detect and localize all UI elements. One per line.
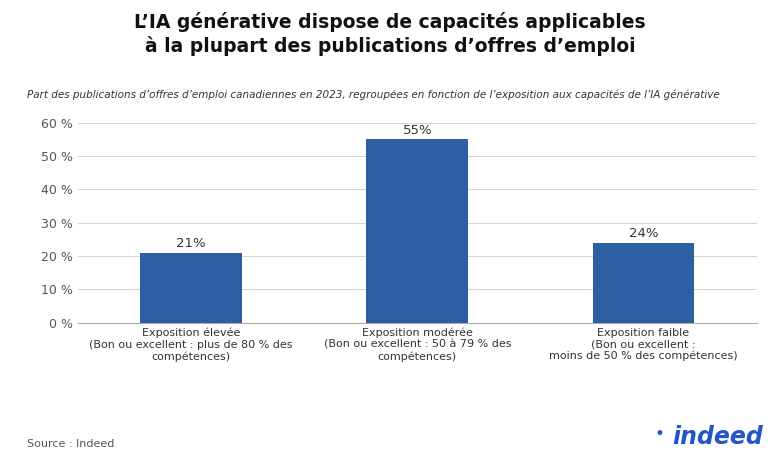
Bar [140, 253, 242, 323]
Text: Part des publications d’offres d’emploi canadiennes en 2023, regroupées en fonct: Part des publications d’offres d’emploi … [27, 90, 720, 100]
Text: L’IA générative dispose de capacités applicables
à la plupart des publications d: L’IA générative dispose de capacités app… [134, 12, 646, 55]
Text: •: • [654, 426, 664, 443]
Text: 21%: 21% [176, 237, 206, 250]
Text: indeed: indeed [672, 426, 763, 449]
Text: 55%: 55% [402, 124, 432, 137]
Text: Source : Indeed: Source : Indeed [27, 439, 115, 449]
Bar [593, 242, 694, 323]
Text: 24%: 24% [629, 227, 658, 240]
Bar [367, 139, 468, 323]
